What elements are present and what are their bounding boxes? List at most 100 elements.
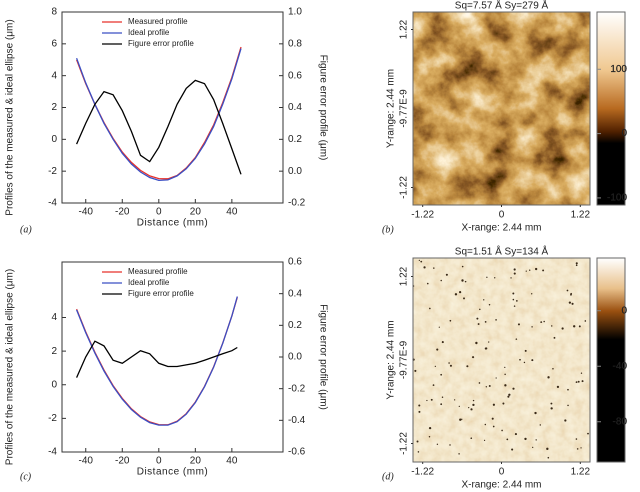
y-tick-label: -2	[48, 166, 57, 177]
speck	[418, 259, 420, 261]
x-tick-label: -40	[79, 207, 94, 218]
speck	[485, 386, 488, 388]
legend: Measured profile Ideal profile Figure erro…	[102, 267, 194, 298]
speck	[428, 436, 431, 438]
speck	[478, 382, 481, 384]
speck	[514, 433, 517, 436]
speck	[492, 425, 495, 428]
x-tick-label: 40	[226, 207, 238, 218]
speck	[504, 366, 506, 369]
y2-tick-label: 0.6	[288, 70, 302, 81]
speck	[531, 293, 533, 295]
speck	[550, 407, 553, 410]
speck	[512, 298, 515, 301]
y-tick-label: 8	[51, 7, 57, 18]
speck	[577, 380, 580, 383]
speck	[440, 279, 442, 282]
speck	[418, 404, 421, 407]
y-tick-label: -4	[48, 198, 57, 209]
y-tick-label: 1.22	[399, 266, 410, 286]
x-tick-label: -20	[115, 456, 130, 467]
y-offset-label: -9.77E-9	[399, 340, 410, 379]
speck	[513, 272, 516, 275]
x-tick-label: -20	[115, 207, 130, 218]
speck	[543, 320, 545, 323]
y-offset-label: -9.77E-9	[399, 89, 410, 128]
speck	[513, 305, 516, 307]
speck	[426, 282, 429, 285]
y2-axis-title: Figure error profile (μm)	[317, 304, 328, 410]
speck	[432, 384, 435, 387]
series-line	[76, 79, 242, 175]
y2-tick-label: -0.2	[288, 198, 306, 209]
speck	[488, 384, 491, 387]
speck	[454, 293, 458, 296]
y-tick-label: -4	[48, 447, 57, 458]
speck	[417, 451, 420, 453]
speck	[547, 456, 550, 459]
speck	[587, 432, 589, 435]
speck	[477, 323, 480, 325]
speck	[430, 398, 433, 401]
legend: Measured profile Ideal profile Figure erro…	[102, 17, 194, 48]
speck	[578, 325, 581, 328]
y-axis-title: Profiles of the measured & ideal ellipse…	[5, 19, 16, 215]
speck	[449, 444, 451, 446]
y2-tick-label: 0.0	[288, 166, 302, 177]
speck	[472, 403, 475, 407]
panel-label: (d)	[382, 471, 394, 482]
speck	[495, 319, 497, 321]
x-tick-label: 20	[190, 456, 202, 467]
y2-tick-label: -0.2	[288, 383, 306, 394]
surface-map	[413, 12, 590, 205]
speck	[566, 289, 569, 292]
y2-tick-label: 1.0	[288, 7, 302, 18]
panel-label: (a)	[20, 224, 32, 235]
speck	[459, 291, 462, 294]
speck	[553, 336, 556, 339]
x-tick-label: 0	[156, 456, 162, 467]
speck	[504, 384, 507, 387]
speck	[440, 403, 443, 406]
speck	[507, 395, 510, 398]
speck	[539, 424, 542, 426]
speck	[488, 341, 490, 343]
speck	[575, 438, 578, 440]
x-axis-title: X-range: 2.44 mm	[461, 480, 541, 491]
y2-axis-title: Figure error profile (μm)	[317, 55, 328, 161]
speck	[491, 417, 494, 420]
legend-label: Ideal profile	[128, 278, 170, 287]
speck	[440, 373, 443, 376]
speck	[546, 447, 549, 451]
speck	[508, 393, 511, 396]
speck	[567, 388, 569, 391]
speck	[483, 299, 485, 301]
y-tick-label: -1.22	[399, 176, 410, 199]
y-tick-label: -1.22	[399, 432, 410, 455]
speck	[426, 399, 428, 402]
speck	[449, 319, 452, 322]
colorbar-tick-label: -100	[607, 193, 627, 204]
y-tick-label: 0	[51, 134, 57, 145]
speck	[471, 356, 475, 359]
speck	[551, 325, 553, 327]
speck	[494, 277, 496, 279]
speck	[516, 300, 518, 302]
x-tick-label: 1.22	[571, 467, 591, 478]
x-tick-label: 1.22	[571, 210, 591, 221]
y2-tick-label: 0.2	[288, 320, 302, 331]
colorbar	[596, 11, 626, 206]
legend-label: Figure error profile	[128, 289, 194, 298]
speck	[576, 448, 579, 450]
speck	[433, 267, 435, 269]
speck	[434, 365, 436, 368]
speck	[495, 377, 497, 379]
speck	[470, 437, 473, 440]
speck	[420, 260, 423, 263]
legend-label: Measured profile	[128, 267, 188, 276]
speck	[484, 423, 487, 426]
speck	[461, 265, 464, 268]
x-tick-label: 0	[499, 210, 505, 221]
speck	[475, 341, 478, 345]
y-tick-label: -2	[48, 413, 57, 424]
